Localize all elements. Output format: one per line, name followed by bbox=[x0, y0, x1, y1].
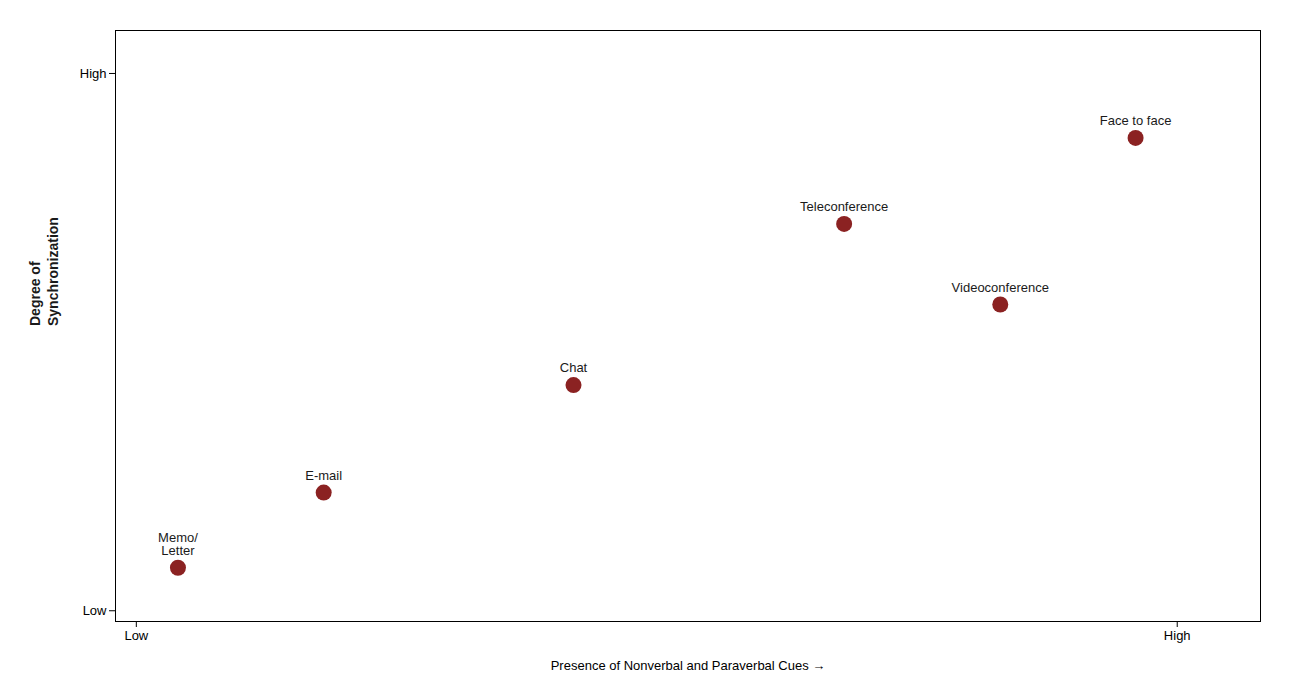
svg-text:Presence of Nonverbal and Para: Presence of Nonverbal and Paraverbal Cue… bbox=[551, 658, 826, 673]
svg-text:E-mail: E-mail bbox=[305, 468, 342, 483]
svg-text:Degree ofSynchronization: Degree ofSynchronization bbox=[27, 217, 61, 326]
svg-text:Low: Low bbox=[83, 603, 107, 618]
svg-text:High: High bbox=[1164, 628, 1191, 643]
svg-text:Low: Low bbox=[124, 628, 148, 643]
svg-text:Memo/Letter: Memo/Letter bbox=[158, 530, 198, 558]
svg-text:Chat: Chat bbox=[560, 360, 588, 375]
svg-text:Teleconference: Teleconference bbox=[800, 199, 888, 214]
svg-text:Face to face: Face to face bbox=[1100, 113, 1172, 128]
svg-text:High: High bbox=[80, 66, 107, 81]
svg-text:Videoconference: Videoconference bbox=[952, 280, 1049, 295]
